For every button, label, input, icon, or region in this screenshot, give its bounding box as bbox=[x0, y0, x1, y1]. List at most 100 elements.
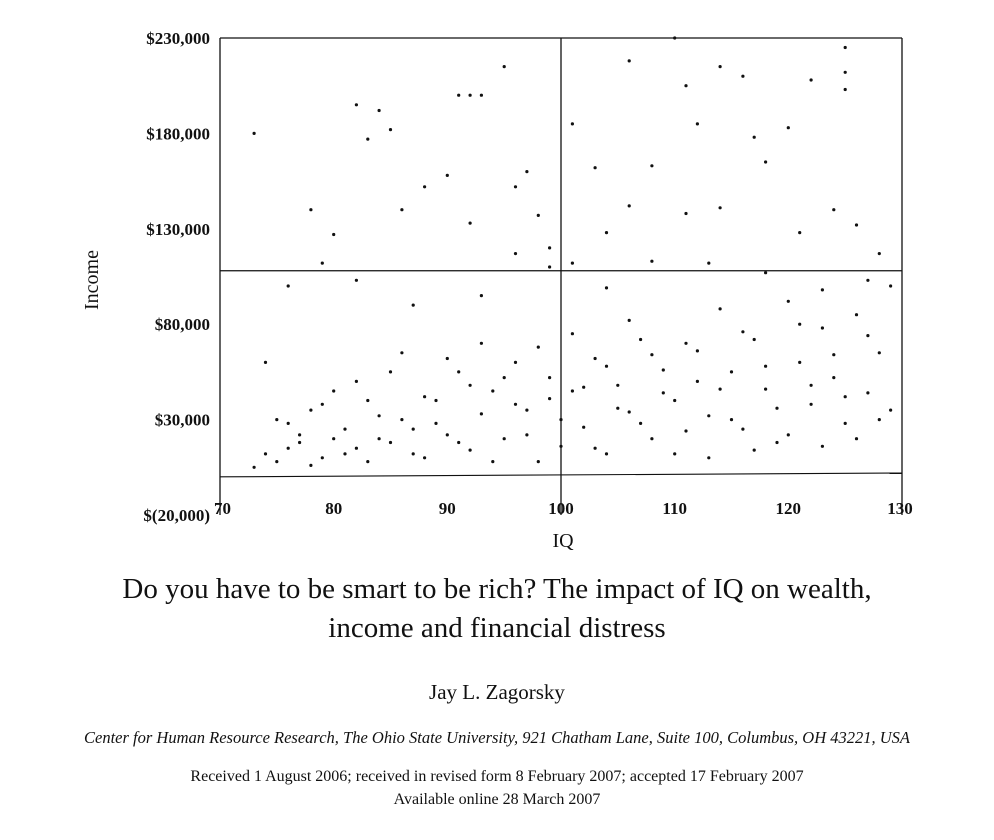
data-point bbox=[536, 213, 540, 217]
data-point bbox=[820, 326, 825, 330]
data-point bbox=[298, 433, 302, 437]
y-tick-label: $80,000 bbox=[155, 315, 210, 334]
data-point bbox=[366, 398, 370, 403]
data-point bbox=[707, 414, 711, 418]
data-point bbox=[468, 93, 472, 97]
data-point bbox=[468, 448, 472, 452]
data-point bbox=[491, 460, 495, 464]
data-point bbox=[650, 164, 654, 168]
data-point bbox=[457, 440, 461, 445]
data-point bbox=[479, 412, 483, 416]
data-point bbox=[752, 135, 756, 139]
data-point bbox=[343, 452, 347, 456]
data-point bbox=[809, 78, 813, 82]
data-point bbox=[752, 448, 756, 452]
data-point bbox=[309, 408, 313, 412]
data-point bbox=[320, 402, 324, 406]
data-point bbox=[854, 313, 859, 317]
data-point bbox=[604, 286, 609, 290]
data-point bbox=[275, 460, 279, 464]
data-point bbox=[445, 356, 449, 361]
data-point bbox=[593, 166, 597, 170]
paper-title-line-1: Do you have to be smart to be rich? The … bbox=[122, 573, 872, 605]
data-point bbox=[354, 446, 358, 450]
data-point bbox=[627, 204, 631, 208]
scatter-points bbox=[252, 36, 893, 469]
y-tick-label: $130,000 bbox=[146, 220, 210, 239]
data-point bbox=[832, 376, 836, 380]
data-point bbox=[366, 460, 370, 464]
data-point bbox=[354, 379, 358, 383]
data-point bbox=[513, 185, 518, 189]
data-point bbox=[332, 389, 336, 393]
data-point bbox=[582, 425, 586, 429]
data-point bbox=[843, 45, 847, 50]
data-point bbox=[434, 421, 438, 425]
data-point bbox=[502, 437, 506, 441]
data-point bbox=[536, 345, 540, 349]
data-point bbox=[673, 36, 677, 40]
data-point bbox=[479, 341, 483, 345]
data-point bbox=[673, 398, 677, 403]
data-point bbox=[764, 160, 768, 164]
data-point bbox=[548, 246, 552, 250]
data-point bbox=[593, 446, 597, 450]
data-point bbox=[604, 452, 609, 456]
x-tick-labels: 70 80 90 100 110 120 130 bbox=[214, 499, 913, 518]
data-point bbox=[570, 389, 575, 393]
data-point bbox=[889, 408, 893, 412]
data-point bbox=[332, 232, 336, 237]
data-point bbox=[286, 446, 290, 450]
data-point bbox=[411, 303, 415, 307]
data-point bbox=[854, 437, 859, 441]
data-point bbox=[570, 332, 575, 336]
data-point bbox=[400, 208, 404, 212]
data-point bbox=[673, 452, 677, 456]
x-axis-label: IQ bbox=[552, 530, 574, 552]
data-point bbox=[411, 452, 415, 456]
data-point bbox=[616, 383, 620, 387]
data-point bbox=[423, 185, 427, 189]
data-point bbox=[695, 349, 700, 353]
data-point bbox=[843, 87, 847, 92]
data-point bbox=[661, 368, 665, 372]
data-point bbox=[320, 456, 324, 460]
data-point bbox=[718, 65, 722, 69]
data-point bbox=[309, 208, 313, 212]
data-point bbox=[843, 395, 847, 399]
data-point bbox=[491, 389, 495, 393]
data-point bbox=[388, 440, 393, 445]
data-point bbox=[627, 318, 631, 322]
paper-title: Do you have to be smart to be rich? The … bbox=[0, 570, 994, 648]
data-point bbox=[252, 131, 256, 135]
data-point bbox=[866, 278, 870, 282]
data-point bbox=[729, 418, 734, 422]
data-point bbox=[320, 261, 324, 265]
x-tick-label: 110 bbox=[662, 499, 687, 518]
y-tick-label: $230,000 bbox=[146, 29, 210, 48]
data-point bbox=[843, 70, 847, 74]
data-point bbox=[457, 93, 461, 97]
data-point bbox=[525, 433, 529, 437]
data-point bbox=[775, 406, 779, 410]
data-point bbox=[513, 402, 518, 406]
data-point bbox=[513, 252, 518, 256]
data-point bbox=[707, 456, 711, 460]
data-point bbox=[684, 211, 688, 216]
data-point bbox=[332, 437, 336, 441]
data-point bbox=[707, 261, 711, 265]
data-point bbox=[684, 429, 688, 433]
data-point bbox=[604, 231, 609, 235]
data-point bbox=[445, 173, 449, 177]
data-point bbox=[843, 421, 847, 425]
data-point bbox=[525, 170, 529, 174]
x-tick-label: 100 bbox=[548, 499, 574, 518]
data-point bbox=[377, 108, 381, 113]
data-point bbox=[570, 122, 575, 126]
data-point bbox=[639, 337, 643, 342]
data-point bbox=[718, 206, 722, 210]
data-point bbox=[741, 330, 745, 334]
data-point bbox=[388, 128, 393, 132]
data-point bbox=[604, 364, 609, 368]
data-point bbox=[411, 427, 415, 431]
